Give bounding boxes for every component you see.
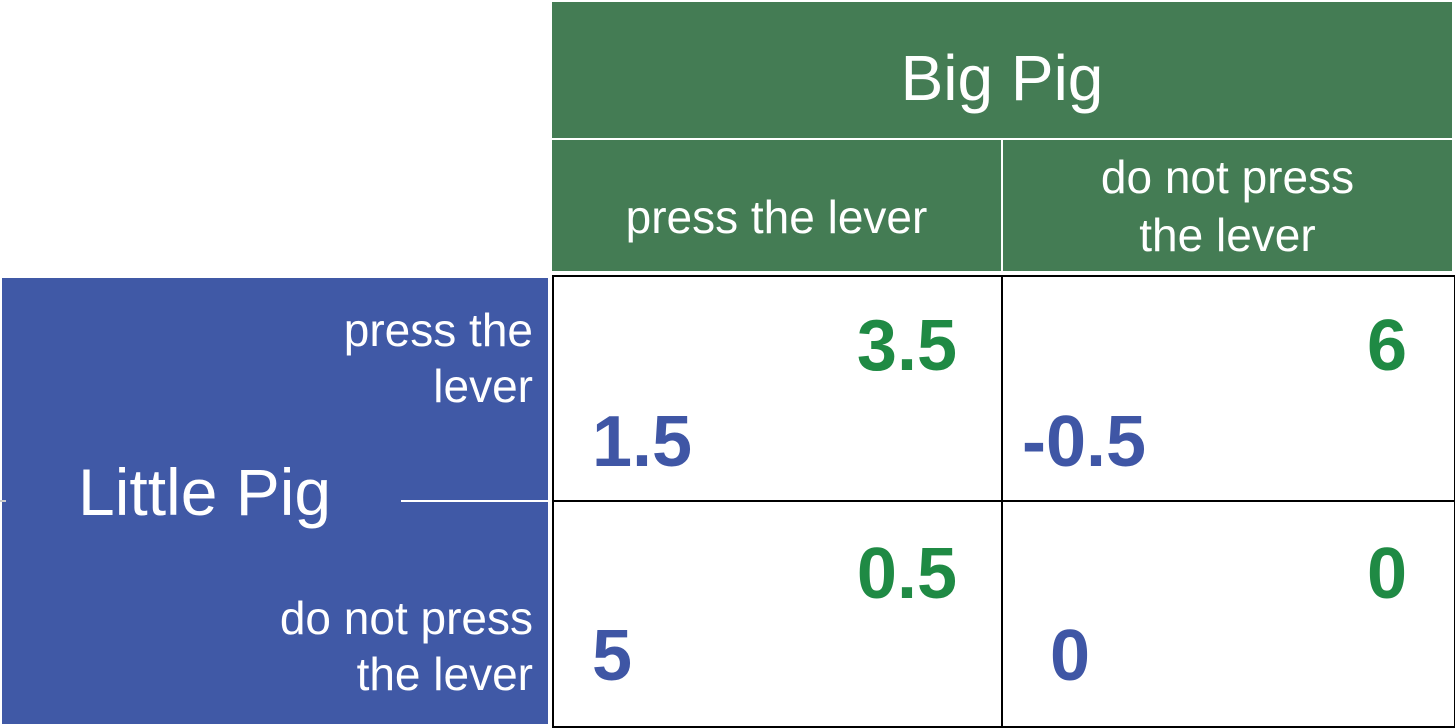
left-edge-tick	[0, 500, 6, 502]
payoff-r1c1-big-pig: 3.5	[856, 306, 957, 386]
big-pig-header: Big Pig	[552, 2, 1452, 138]
payoff-r1c1-little-pig: 1.5	[592, 402, 693, 482]
big-pig-strategy-nopress-label: do not press the lever	[1100, 151, 1355, 261]
payoff-r2c1-big-pig: 0.5	[856, 534, 957, 614]
little-pig-strategy-press-label: press the lever	[343, 304, 533, 412]
little-pig-row-divider	[401, 500, 548, 502]
little-pig-strategy-nopress-label: do not press the lever	[279, 592, 533, 700]
big-pig-strategy-press-header	[552, 140, 1001, 271]
little-pig-title: Little Pig	[78, 455, 332, 529]
big-pig-strategy-nopress-header	[1003, 140, 1452, 271]
payoff-matrix-horizontal-line	[552, 500, 1454, 502]
payoff-r1c2-little-pig: -0.5	[1022, 402, 1147, 482]
big-pig-strategy-press-label: press the lever	[625, 191, 928, 243]
payoff-r1c2-big-pig: 6	[1366, 306, 1407, 386]
big-pig-title: Big Pig	[900, 42, 1104, 114]
payoff-r2c1-little-pig: 5	[592, 616, 633, 696]
payoff-r2c2-big-pig: 0	[1366, 534, 1407, 614]
payoff-r2c2-little-pig: 0	[1050, 616, 1091, 696]
